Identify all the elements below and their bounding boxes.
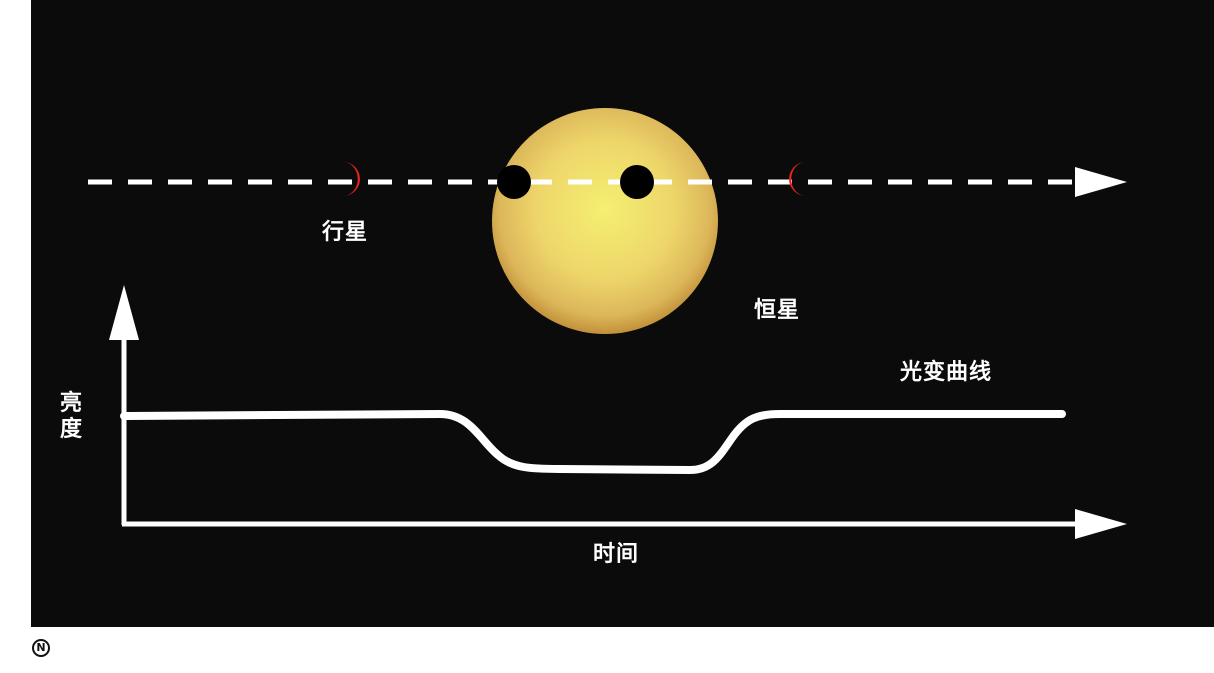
crescent-planet-icon [789, 162, 806, 196]
planet-label: 行星 [322, 220, 369, 245]
star-label: 恒星 [754, 298, 801, 323]
n-badge-icon: N [32, 639, 50, 657]
y-axis-arrow-head [109, 285, 139, 340]
orbit-arrow-head [1075, 167, 1127, 197]
time-axis-label: 时间 [593, 542, 640, 567]
x-axis-arrow-head [1075, 509, 1127, 539]
black-disc-icon [497, 165, 531, 199]
crescent-planet-icon [343, 162, 360, 196]
black-disc-icon [620, 165, 654, 199]
light-curve [120, 410, 1066, 474]
brightness-axis-label: 亮度 [60, 391, 83, 442]
light-curve-label: 光变曲线 [900, 360, 993, 385]
star [492, 108, 718, 334]
